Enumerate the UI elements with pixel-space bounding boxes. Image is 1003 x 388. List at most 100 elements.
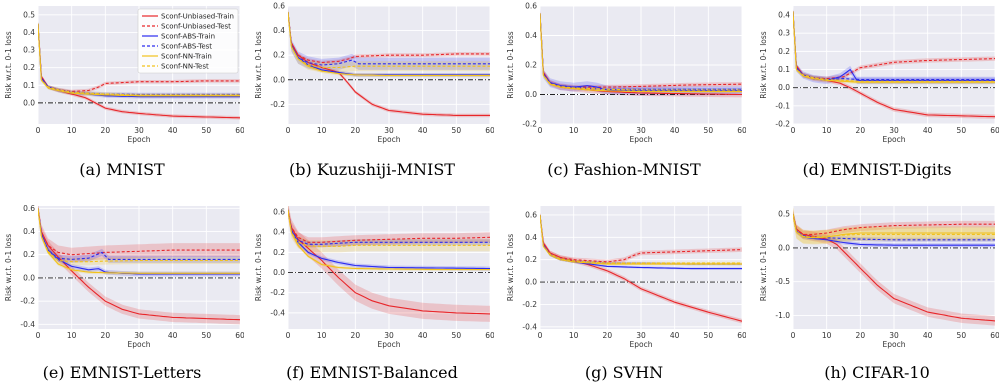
series-sconf-abs-test <box>540 13 742 90</box>
y-tick-label: 0.4 <box>23 28 35 37</box>
x-tick-label: 10 <box>822 331 832 340</box>
panel-emnist-digits: 0 10 20 30 40 50 60 -0.2 -0.1 0.0 0.1 0.2 0.3 0.4 Epoc… <box>755 0 999 193</box>
x-tick-label: 20 <box>603 331 613 340</box>
x-tick-label: 60 <box>990 126 999 135</box>
y-axis-label: Risk w.r.t. 0-1 loss <box>759 31 768 98</box>
y-tick-label: 0.2 <box>23 250 35 259</box>
series-sconf-nn-test <box>288 12 490 69</box>
y-axis-label: Risk w.r.t. 0-1 loss <box>506 31 515 98</box>
y-tick-label: 0.6 <box>525 2 537 11</box>
x-tick-label: 30 <box>636 331 646 340</box>
x-tick-label: 0 <box>36 126 41 135</box>
series-sconf-unbiased-test <box>540 214 742 263</box>
y-axis-label: Risk w.r.t. 0-1 loss <box>254 234 263 301</box>
x-tick-label: 0 <box>791 331 796 340</box>
x-axis-label: Epoch <box>630 135 653 144</box>
x-tick-label: 40 <box>670 126 680 135</box>
y-tick-label: 0.0 <box>23 273 35 282</box>
y-tick-label: 0.4 <box>23 227 35 236</box>
legend: Sconf-Unbiased-Train Sconf-Unbiased-Test S… <box>137 8 239 74</box>
chart-mnist: 0 10 20 30 40 50 60 0.0 0.1 0.2 0.3 0.4 0.5 Epoch Risk… <box>4 6 244 144</box>
series-sconf-unbiased-test <box>540 13 742 88</box>
x-tick-label: 40 <box>418 126 428 135</box>
band-sconf-abs-test <box>38 21 240 97</box>
y-tick-label: 0.6 <box>23 204 35 213</box>
chart-kuzushiji-mnist: 0 10 20 30 40 50 60 -0.2 0.0 0.2 0.4 0.6 Epoch Risk w… <box>254 2 494 145</box>
x-tick-label: 40 <box>923 331 933 340</box>
y-tick-label: 0.1 <box>778 65 790 74</box>
band-sconf-abs-train <box>793 212 995 248</box>
x-tick-label: 20 <box>101 331 111 340</box>
series-sconf-nn-test <box>38 23 240 96</box>
x-tick-label: 60 <box>485 126 494 135</box>
x-tick-label: 10 <box>317 331 327 340</box>
band-sconf-unbiased-train <box>288 206 490 322</box>
series-group <box>793 7 995 119</box>
series-sconf-unbiased-train <box>38 208 240 321</box>
series-sconf-nn-test <box>793 11 995 82</box>
y-tick-label: 0.4 <box>273 228 285 237</box>
x-tick-label: 30 <box>889 126 899 135</box>
x-tick-label: 50 <box>957 126 967 135</box>
x-tick-label: 0 <box>36 331 41 340</box>
y-tick-label: 0.3 <box>778 29 790 38</box>
y-tick-label: 0.6 <box>525 210 537 219</box>
y-tick-label: 0.0 <box>23 98 35 107</box>
x-tick-label: 0 <box>538 126 543 135</box>
x-tick-label: 0 <box>286 126 291 135</box>
band-sconf-unbiased-test <box>793 210 995 238</box>
panel-kuzushiji-mnist: 0 10 20 30 40 50 60 -0.2 0.0 0.2 0.4 0.6 Epoch Risk w… <box>250 0 494 193</box>
y-tick-label: 0.2 <box>273 51 285 60</box>
y-tick-label: 0.2 <box>273 248 285 257</box>
chart-emnist-digits: 0 10 20 30 40 50 60 -0.2 -0.1 0.0 0.1 0.2 0.3 0.4 Epoc… <box>759 6 999 144</box>
x-tick-label: 10 <box>67 331 77 340</box>
x-tick-label: 30 <box>384 126 394 135</box>
legend-label: Sconf-ABS-Test <box>161 43 212 51</box>
chart-emnist-balanced: 0 10 20 30 40 50 60 -0.4 -0.2 0.0 0.2 0.4 0.6 Epoch Ri… <box>254 206 494 349</box>
y-tick-label: -0.2 <box>522 300 537 309</box>
series-sconf-nn-train <box>793 11 995 83</box>
series-group <box>288 6 490 118</box>
series-sconf-nn-train <box>540 214 742 265</box>
x-axis-label: Epoch <box>883 340 906 349</box>
x-tick-label: 30 <box>134 331 144 340</box>
x-tick-label: 0 <box>791 126 796 135</box>
x-tick-label: 10 <box>569 126 579 135</box>
panel-fashion-mnist: 0 10 20 30 40 50 60 -0.2 0.0 0.2 0.4 0.6 Epoch Risk w… <box>502 0 746 193</box>
x-axis-label: Epoch <box>630 340 653 349</box>
series-sconf-unbiased-test <box>38 208 240 256</box>
x-tick-label: 20 <box>856 331 866 340</box>
chart-cifar-10: 0 10 20 30 40 50 60 -1.0 -0.5 0.0 0.5 Epoch Risk w.r… <box>759 206 999 349</box>
x-tick-label: 30 <box>636 126 646 135</box>
x-tick-label: 60 <box>990 331 999 340</box>
panel-emnist-letters: 0 10 20 30 40 50 60 -0.4 -0.2 0.0 0.2 0.4 0.6 Epoch Ri… <box>0 200 244 388</box>
y-tick-label: -0.5 <box>775 277 790 286</box>
band-sconf-unbiased-test <box>288 10 490 65</box>
series-sconf-abs-train <box>288 209 490 270</box>
series-sconf-abs-test <box>288 12 490 66</box>
band-sconf-unbiased-test <box>288 206 490 248</box>
y-tick-label: 0.4 <box>273 26 285 35</box>
x-axis-label: Epoch <box>128 135 151 144</box>
y-tick-label: -0.2 <box>20 297 35 306</box>
legend-label: Sconf-NN-Train <box>161 53 212 61</box>
x-tick-label: 50 <box>202 126 212 135</box>
band-sconf-unbiased-test <box>38 206 240 262</box>
y-tick-label: 0.2 <box>525 61 537 70</box>
x-tick-label: 40 <box>923 126 933 135</box>
y-tick-label: -0.2 <box>522 120 537 129</box>
series-sconf-unbiased-test <box>793 213 995 235</box>
x-tick-label: 10 <box>317 126 327 135</box>
series-group <box>288 206 490 322</box>
x-tick-label: 50 <box>452 126 462 135</box>
band-sconf-unbiased-train <box>540 10 742 98</box>
legend-label: Sconf-NN-Test <box>161 63 209 71</box>
series-sconf-nn-train <box>540 13 742 93</box>
x-axis-label: Epoch <box>883 135 906 144</box>
panel-emnist-balanced: 0 10 20 30 40 50 60 -0.4 -0.2 0.0 0.2 0.4 0.6 Epoch Ri… <box>250 200 494 388</box>
panel-svhn: 0 10 20 30 40 50 60 -0.4 -0.2 0.0 0.2 0.4 0.6 Epoch Ri… <box>502 200 746 388</box>
series-sconf-nn-train <box>38 208 240 274</box>
y-tick-label: 0.4 <box>778 11 790 20</box>
series-sconf-nn-train <box>793 214 995 239</box>
x-tick-label: 30 <box>134 126 144 135</box>
